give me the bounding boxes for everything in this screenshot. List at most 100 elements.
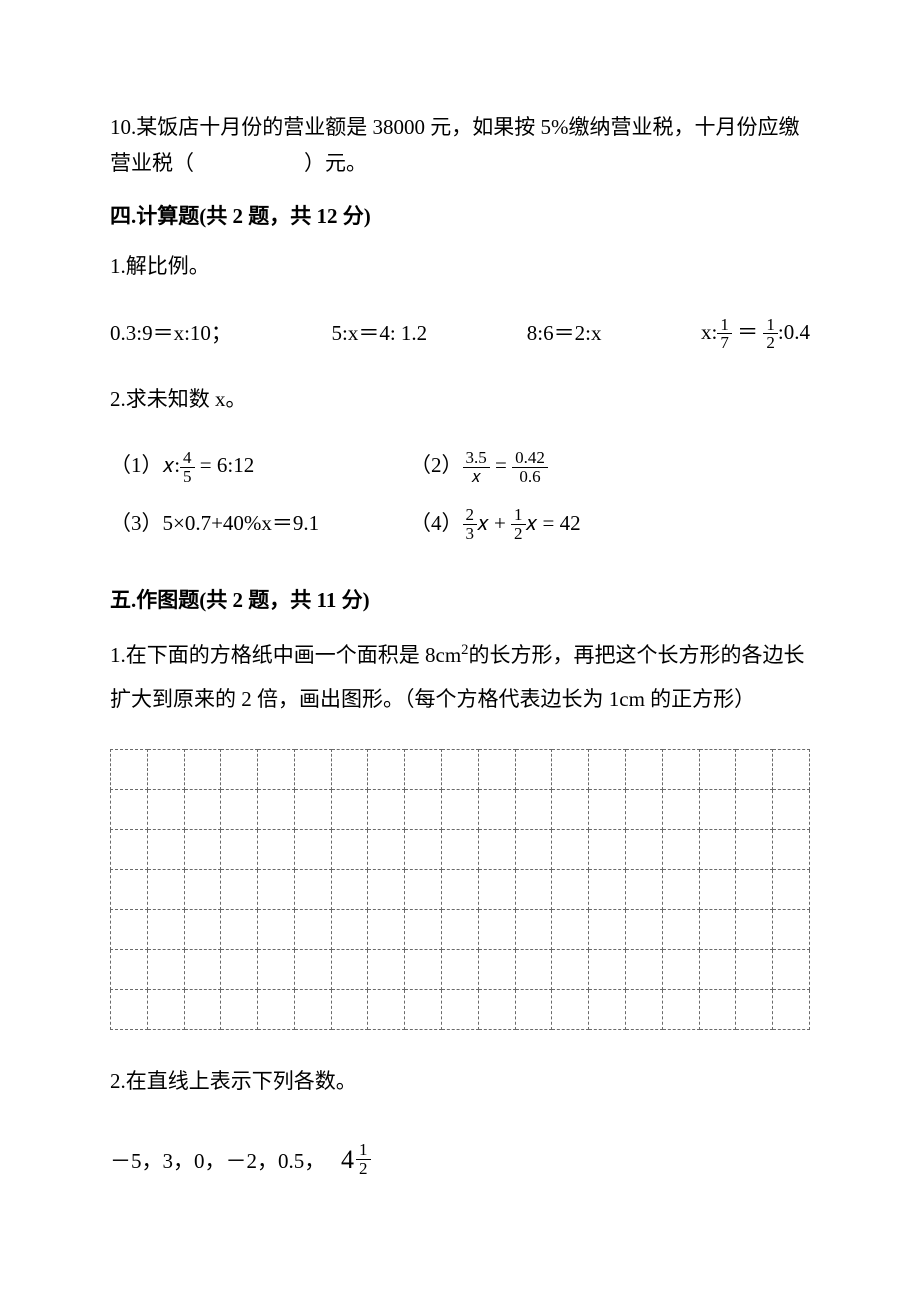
section-5-heading: 五.作图题(共 2 题，共 11 分): [110, 583, 810, 619]
grid-cell: [478, 829, 515, 869]
grid-cell: [147, 989, 184, 1029]
grid-cell: [773, 869, 810, 909]
eq4-tail: :0.4: [778, 320, 810, 344]
grid-cell: [442, 829, 479, 869]
grid-cell: [662, 989, 699, 1029]
dashed-grid-wrap: [110, 749, 810, 1030]
grid-cell: [515, 869, 552, 909]
grid-cell: [699, 869, 736, 909]
eq1-label: （1）: [110, 453, 163, 477]
grid-cell: [478, 989, 515, 1029]
grid-cell: [589, 829, 626, 869]
grid-cell: [184, 949, 221, 989]
grid-cell: [258, 869, 295, 909]
eq4b-label: （4）: [410, 511, 463, 535]
grid-cell: [258, 989, 295, 1029]
grid-cell: [111, 749, 148, 789]
grid-cell: [515, 749, 552, 789]
eq4-frac1: 17: [717, 316, 732, 353]
grid-cell: [294, 949, 331, 989]
grid-cell: [515, 829, 552, 869]
grid-cell: [625, 869, 662, 909]
grid-cell: [184, 789, 221, 829]
grid-cell: [699, 829, 736, 869]
mixed-frac: 1 2: [356, 1141, 371, 1178]
s4-q2-eq-4: （4）23𝑥 + 12𝑥 = 42: [410, 506, 810, 544]
grid-cell: [442, 789, 479, 829]
eq4-head: x:: [701, 320, 717, 344]
grid-cell: [258, 749, 295, 789]
s4-q1-eq-2: 5:x＝4: 1.2: [332, 316, 428, 352]
grid-cell: [442, 909, 479, 949]
grid-cell: [625, 829, 662, 869]
grid-cell: [589, 789, 626, 829]
eq4b-tail: 𝑥 = 42: [526, 511, 581, 535]
grid-cell: [515, 909, 552, 949]
eq1-head: 𝑥:: [163, 453, 181, 477]
q10-text-before: 10.某饭店十月份的营业额是 38000 元，如果按 5%缴纳营业税，十月份应缴…: [110, 115, 800, 175]
grid-cell: [294, 909, 331, 949]
eq3-plain: 5×0.7+40%x＝9.1: [163, 511, 320, 535]
grid-cell: [699, 989, 736, 1029]
grid-cell: [662, 829, 699, 869]
grid-cell: [589, 749, 626, 789]
grid-cell: [736, 749, 773, 789]
grid-cell: [111, 789, 148, 829]
grid-cell: [736, 789, 773, 829]
grid-cell: [258, 829, 295, 869]
grid-cell: [773, 829, 810, 869]
eq3-label: （3）: [110, 511, 163, 535]
grid-cell: [405, 949, 442, 989]
grid-cell: [699, 949, 736, 989]
grid-cell: [405, 909, 442, 949]
grid-cell: [552, 869, 589, 909]
grid-cell: [147, 949, 184, 989]
eq4-mid: ＝: [732, 320, 764, 344]
eq4b-frac1: 23: [463, 506, 478, 543]
grid-cell: [552, 949, 589, 989]
dashed-grid[interactable]: [110, 749, 810, 1030]
grid-cell: [184, 989, 221, 1029]
grid-cell: [699, 749, 736, 789]
grid-cell: [331, 949, 368, 989]
grid-cell: [773, 749, 810, 789]
grid-cell: [111, 989, 148, 1029]
grid-cell: [294, 989, 331, 1029]
worksheet-page: 10.某饭店十月份的营业额是 38000 元，如果按 5%缴纳营业税，十月份应缴…: [0, 0, 920, 1302]
grid-cell: [515, 989, 552, 1029]
eq2-label: （2）: [410, 453, 463, 477]
grid-cell: [552, 909, 589, 949]
eq1-tail: = 6:12: [195, 453, 255, 477]
s5-q1-prompt-part1: 1.在下面的方格纸中画一个面积是 8cm: [110, 643, 461, 667]
grid-cell: [147, 829, 184, 869]
grid-cell: [662, 869, 699, 909]
grid-cell: [552, 989, 589, 1029]
grid-cell: [331, 789, 368, 829]
grid-cell: [736, 869, 773, 909]
grid-cell: [442, 869, 479, 909]
s4-q1-eq-1: 0.3:9＝x:10；: [110, 316, 232, 352]
eq2-frac1: 3.5𝑥: [463, 449, 490, 486]
grid-cell: [773, 909, 810, 949]
grid-cell: [368, 909, 405, 949]
grid-cell: [331, 829, 368, 869]
s4-q2-prompt: 2.求未知数 x。: [110, 382, 810, 418]
grid-cell: [147, 749, 184, 789]
grid-cell: [662, 909, 699, 949]
grid-cell: [736, 909, 773, 949]
grid-cell: [699, 789, 736, 829]
grid-cell: [111, 909, 148, 949]
eq2-mid: =: [490, 453, 512, 477]
grid-cell: [478, 869, 515, 909]
mixed-number: 4 1 2: [341, 1138, 371, 1182]
grid-cell: [478, 909, 515, 949]
grid-cell: [773, 989, 810, 1029]
grid-cell: [625, 989, 662, 1029]
grid-cell: [515, 789, 552, 829]
grid-cell: [184, 869, 221, 909]
grid-cell: [221, 909, 258, 949]
grid-cell: [368, 789, 405, 829]
s5-q2-prompt: 2.在直线上表示下列各数。: [110, 1064, 810, 1100]
grid-cell: [552, 789, 589, 829]
numbers-prefix: －5，3，0，－2，0.5，: [110, 1149, 325, 1173]
